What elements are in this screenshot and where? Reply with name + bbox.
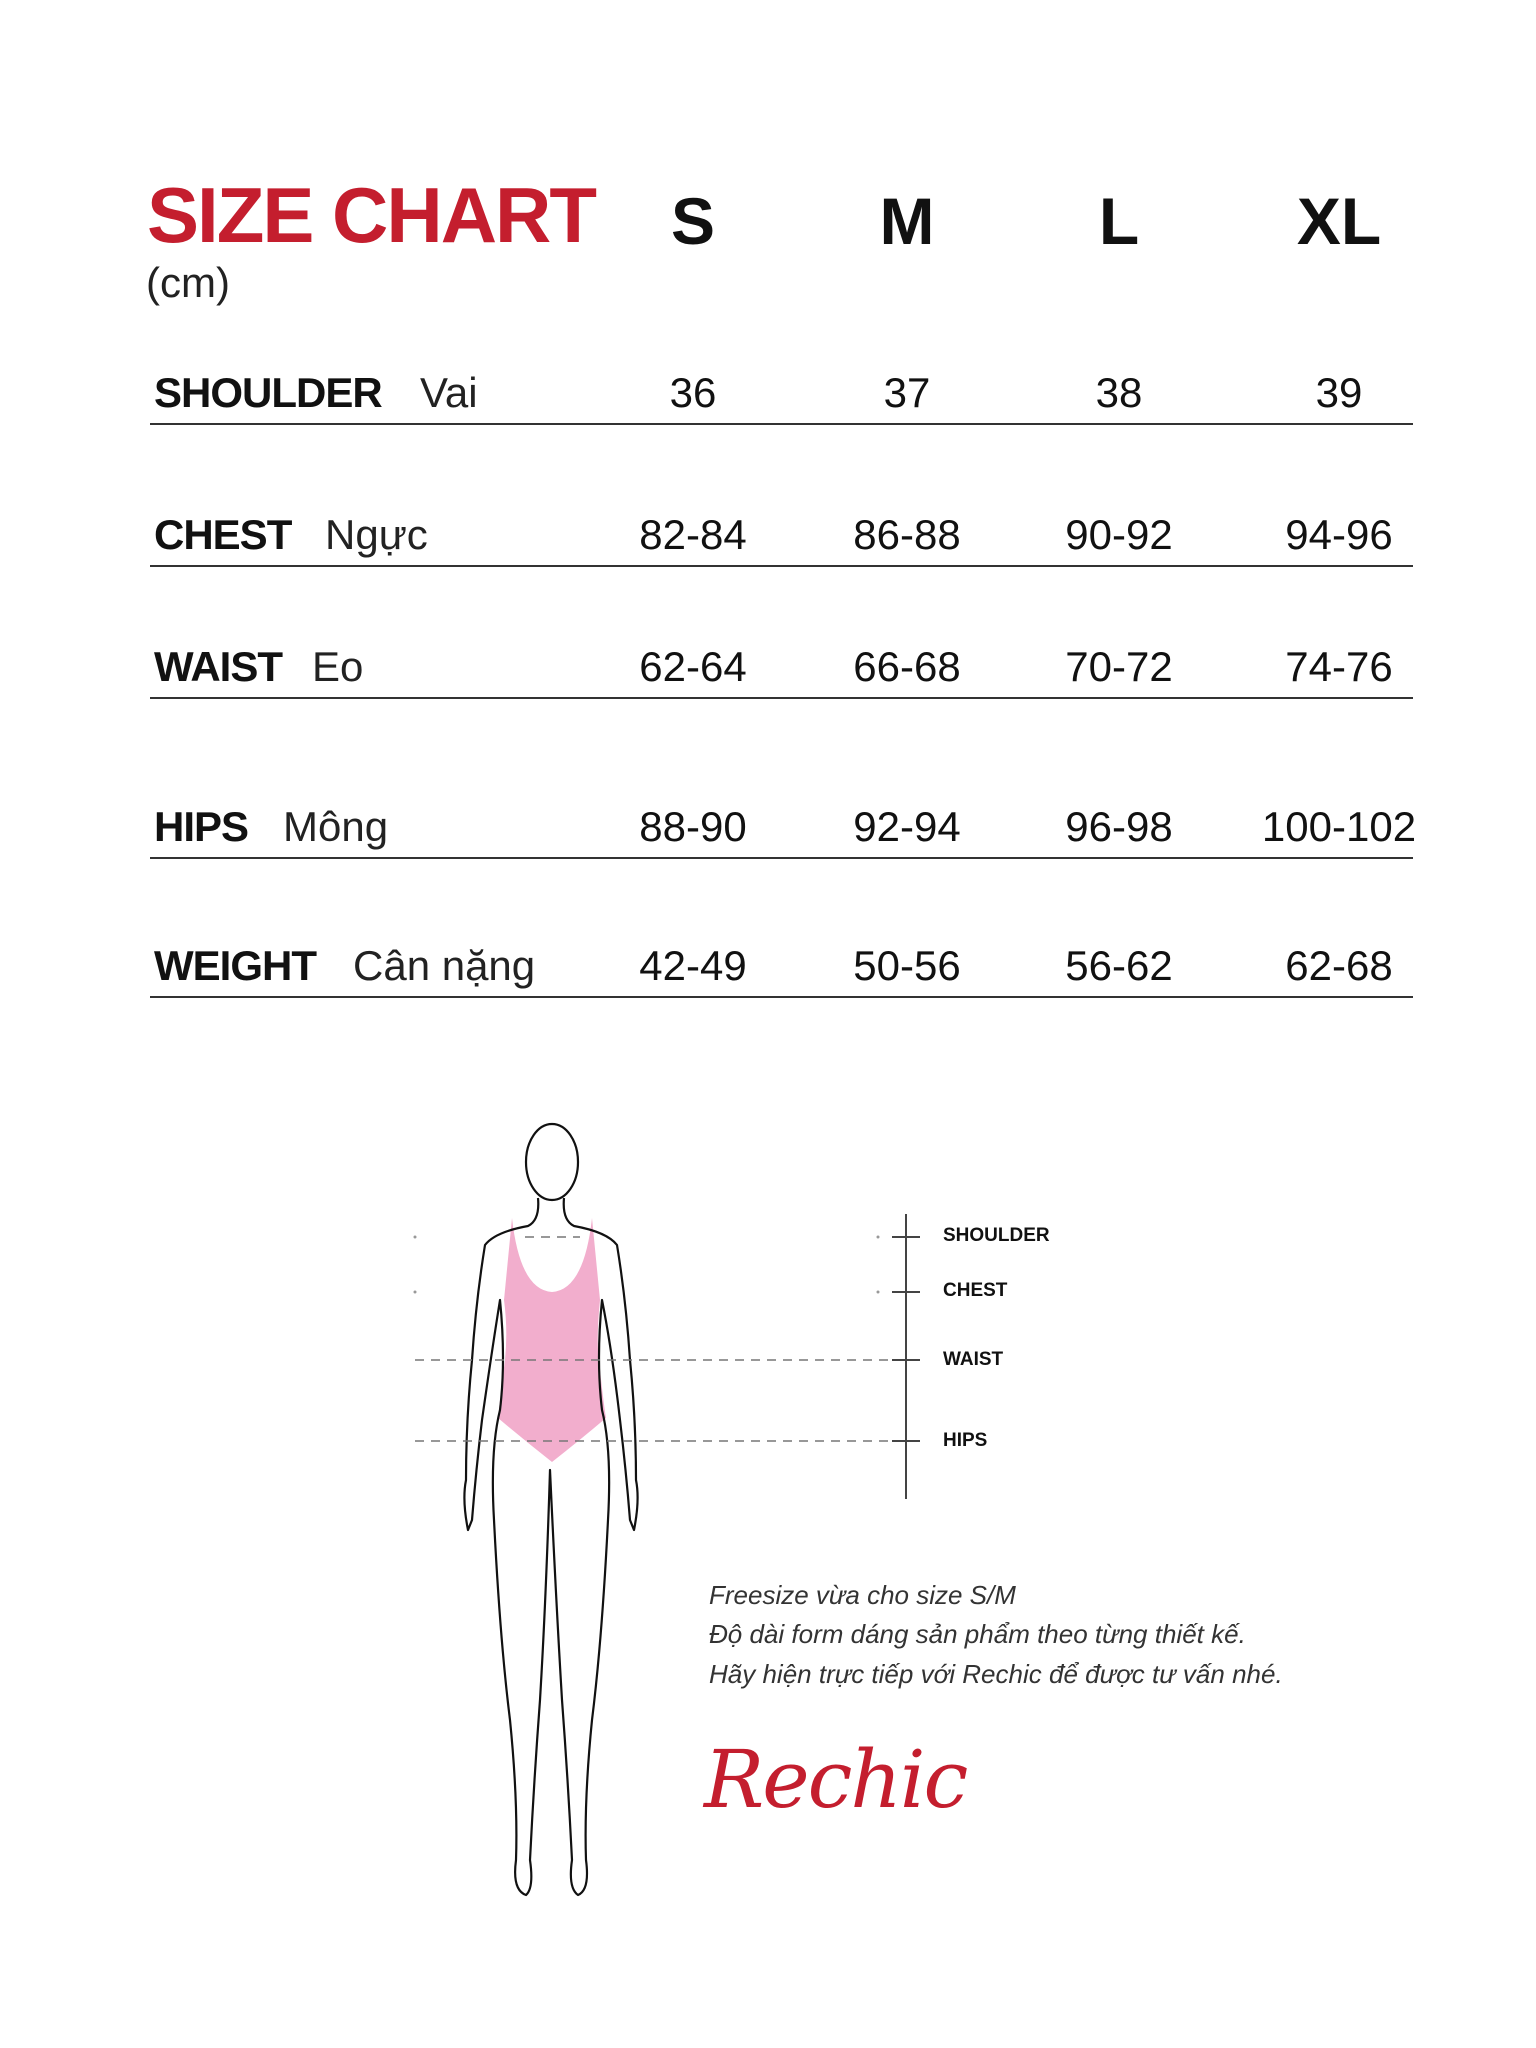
- row-label: SHOULDER: [154, 369, 383, 416]
- cell: 96-98: [1065, 803, 1173, 850]
- diagram-label-hips: HIPS: [943, 1430, 988, 1451]
- cell: 62-64: [639, 643, 747, 690]
- cell: 36: [669, 369, 717, 416]
- head-outline: [524, 1122, 580, 1202]
- size-header-l: L: [1098, 184, 1140, 258]
- cell: 42-49: [639, 942, 747, 989]
- row-sublabel: Ngực: [325, 511, 428, 558]
- cell: 82-84: [639, 511, 747, 558]
- row-label: CHEST: [154, 511, 292, 558]
- size-header-xl: XL: [1296, 184, 1382, 258]
- cell: 39: [1315, 369, 1363, 416]
- row-sublabel: Vai: [420, 369, 478, 416]
- row-label: WEIGHT: [154, 942, 317, 989]
- cell: 66-68: [853, 643, 961, 690]
- row-sublabel: Eo: [312, 643, 364, 690]
- row-weight: WEIGHT Cân nặng 42-49 50-56 56-62 62-68: [150, 936, 1413, 998]
- body-outline: [463, 1197, 639, 1897]
- cell: 37: [883, 369, 931, 416]
- cell: 62-68: [1285, 942, 1393, 989]
- size-header-s: S: [670, 184, 716, 258]
- note-line-1: Freesize vừa cho size S/M: [709, 1580, 1016, 1610]
- cell: 50-56: [853, 942, 961, 989]
- row-label: WAIST: [154, 643, 283, 690]
- rechic-logo: Rechic: [704, 1733, 968, 1826]
- swimsuit-shape: [498, 1218, 606, 1462]
- row-sublabel: Mông: [283, 803, 389, 850]
- cell: 88-90: [639, 803, 747, 850]
- size-header-m: M: [879, 184, 935, 258]
- row-label: HIPS: [154, 803, 249, 850]
- row-shoulder: SHOULDER Vai 36 37 38 39: [150, 363, 1413, 425]
- cell: 56-62: [1065, 942, 1173, 989]
- size-chart-title: SIZE CHART: [147, 171, 597, 259]
- row-waist: WAIST Eo 62-64 66-68 70-72 74-76: [150, 637, 1413, 699]
- row-sublabel: Cân nặng: [353, 942, 536, 989]
- cell: 100-102: [1261, 803, 1417, 850]
- diagram-label-chest: CHEST: [943, 1280, 1008, 1301]
- unit-label: (cm): [146, 259, 230, 306]
- diagram-label-shoulder: SHOULDER: [943, 1225, 1050, 1246]
- diagram-label-waist: WAIST: [943, 1349, 1004, 1370]
- cell: 90-92: [1065, 511, 1173, 558]
- note-line-2: Độ dài form dáng sản phẩm theo từng thiế…: [709, 1619, 1246, 1649]
- row-hips: HIPS Mông 88-90 92-94 96-98 100-102: [150, 797, 1416, 859]
- cell: 38: [1095, 369, 1143, 416]
- cell: 92-94: [853, 803, 961, 850]
- note-line-3: Hãy hiện trực tiếp với Rechic để được tư…: [709, 1659, 1283, 1689]
- cell: 74-76: [1285, 643, 1393, 690]
- cell: 86-88: [853, 511, 961, 558]
- cell: 94-96: [1285, 511, 1393, 558]
- cell: 70-72: [1065, 643, 1173, 690]
- row-chest: CHEST Ngực 82-84 86-88 90-92 94-96: [150, 505, 1413, 567]
